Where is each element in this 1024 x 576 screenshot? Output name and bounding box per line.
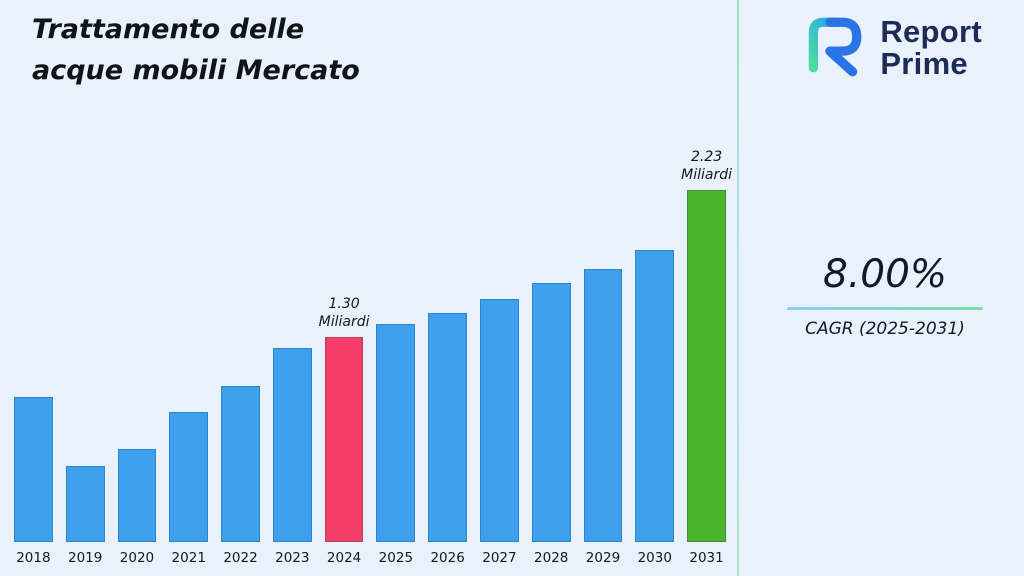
- cagr-label: CAGR (2025-2031): [805, 319, 965, 339]
- bar-2030: [635, 250, 675, 542]
- x-tick-label-2020: 2020: [119, 550, 155, 566]
- x-tick-label-2024: 2024: [326, 550, 362, 566]
- report-prime-logo-icon: [798, 14, 868, 82]
- bar-2026: [428, 313, 468, 542]
- bar-value-label-2024: 1.30 Miliardi: [318, 295, 370, 330]
- bar-2018: [14, 397, 53, 542]
- bar-column-2019: 2019: [65, 124, 105, 566]
- bar-column-2026: 2026: [428, 124, 468, 566]
- bar-column-2024: 1.30 Miliardi 2024: [319, 124, 370, 566]
- x-tick-label-2030: 2030: [637, 550, 672, 566]
- x-tick-label-2029: 2029: [585, 550, 621, 566]
- section-divider: [737, 0, 739, 576]
- bar-column-2018: 2018: [14, 124, 53, 566]
- cagr-value: 8.00%: [823, 252, 947, 297]
- bar-column-2029: 2029: [583, 124, 623, 566]
- bar-column-2025: 2025: [376, 124, 416, 566]
- bar-column-2028: 2028: [531, 124, 571, 566]
- bar-2020: [117, 449, 157, 542]
- page-title-line-2: acque mobili Mercato: [32, 54, 360, 86]
- x-tick-label-2023: 2023: [275, 550, 310, 566]
- bar-2019: [65, 466, 105, 542]
- x-tick-label-2019: 2019: [67, 550, 103, 566]
- brand-name-line-1: Report: [880, 14, 982, 50]
- x-tick-label-2025: 2025: [378, 550, 414, 566]
- bar-2027: [480, 299, 519, 542]
- x-tick-label-2028: 2028: [534, 550, 569, 566]
- x-tick-label-2022: 2022: [223, 550, 258, 566]
- x-tick-label-2027: 2027: [482, 550, 517, 566]
- brand-name: Report Prime: [880, 16, 982, 79]
- x-tick-label-2018: 2018: [16, 550, 51, 566]
- x-tick-label-2021: 2021: [171, 550, 206, 566]
- bar-column-2027: 2027: [480, 124, 519, 566]
- bar-2023: [272, 348, 312, 542]
- brand-name-line-2: Prime: [880, 46, 968, 81]
- bar-column-2031: 2.23 Miliardi 2031: [681, 124, 732, 566]
- bar-2024: [324, 337, 364, 542]
- bar-2029: [583, 269, 623, 542]
- cagr-underline: [787, 307, 983, 310]
- bar-2028: [531, 283, 571, 542]
- bar-2022: [221, 386, 260, 542]
- cagr-panel: 8.00% CAGR (2025-2031): [772, 252, 998, 339]
- page-title: Trattamento delle acque mobili Mercato: [32, 10, 360, 91]
- bar-column-2023: 2023: [272, 124, 312, 566]
- bar-column-2022: 2022: [221, 124, 260, 566]
- bar-column-2021: 2021: [169, 124, 209, 566]
- x-tick-label-2031: 2031: [689, 550, 724, 566]
- bar-2031: [687, 190, 726, 542]
- bar-2021: [169, 412, 209, 542]
- bar-chart: 2018 2019 2020 2021 2022 2023 1.30 Miliardi 2024…: [14, 124, 732, 566]
- report-prime-logo: Report Prime: [798, 14, 982, 82]
- x-tick-label-2026: 2026: [430, 550, 465, 566]
- bar-2025: [376, 324, 416, 542]
- bar-column-2020: 2020: [117, 124, 157, 566]
- page-title-line-1: Trattamento delle: [32, 14, 305, 45]
- bar-value-label-2031: 2.23 Miliardi: [681, 148, 732, 183]
- bar-column-2030: 2030: [635, 124, 675, 566]
